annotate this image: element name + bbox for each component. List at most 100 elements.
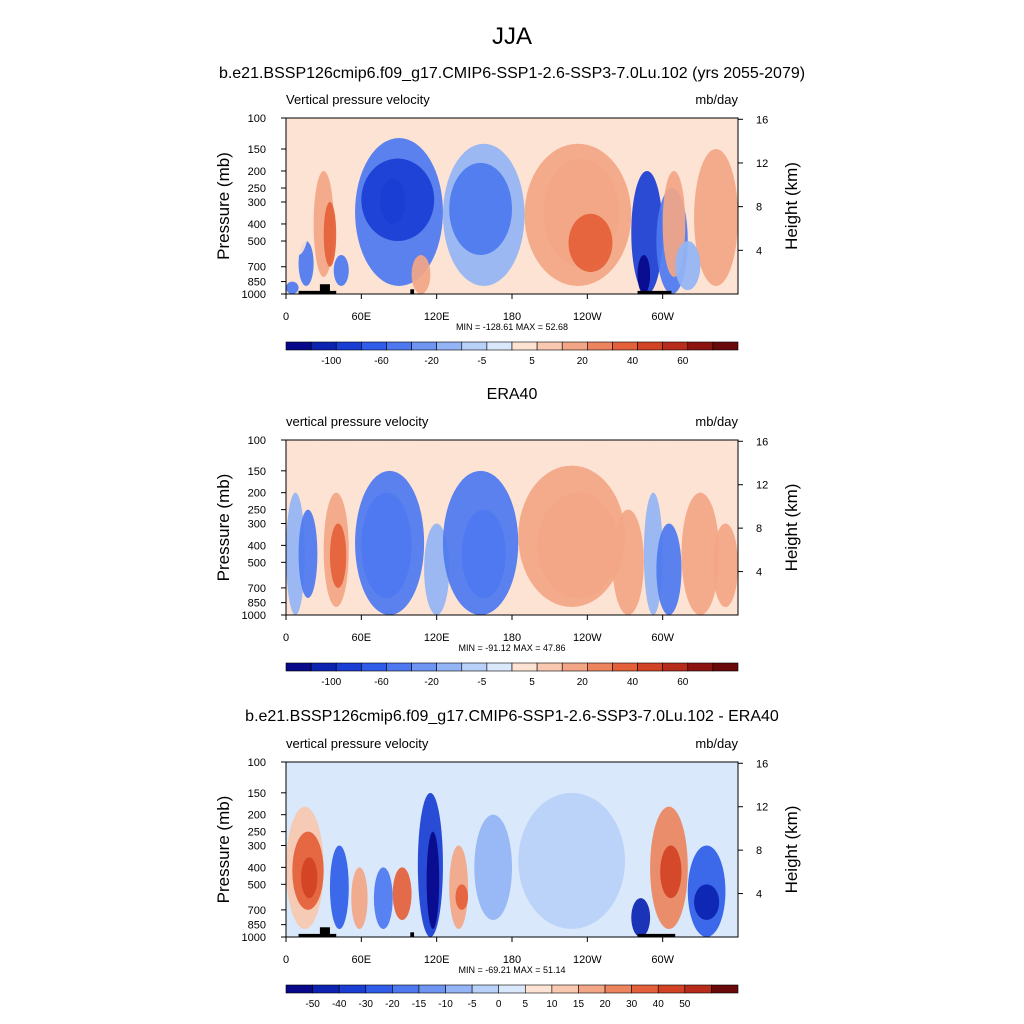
colorbar-swatch bbox=[536, 662, 563, 672]
contour-region bbox=[301, 857, 318, 899]
y-tick-label: 1000 bbox=[242, 932, 266, 944]
y-tick-label: 850 bbox=[248, 277, 266, 289]
colorbar-swatch bbox=[285, 984, 313, 994]
contour-region bbox=[694, 148, 738, 286]
contour-region bbox=[637, 254, 651, 294]
y-tick-label: 500 bbox=[248, 879, 266, 891]
x-tick-label: 120E bbox=[424, 632, 450, 644]
x-tick-label: 120W bbox=[573, 311, 602, 323]
colorbar-swatch bbox=[386, 662, 412, 672]
units-label: mb/day bbox=[695, 92, 738, 107]
y-tick-label: 850 bbox=[248, 598, 266, 610]
colorbar-swatch bbox=[637, 662, 663, 672]
y2-tick-label: 8 bbox=[756, 845, 762, 857]
contour-region bbox=[361, 492, 412, 599]
y-axis-label: Pressure (mb) bbox=[214, 152, 233, 260]
contour-region bbox=[426, 831, 440, 929]
y-tick-label: 500 bbox=[248, 557, 266, 569]
units-label: mb/day bbox=[695, 414, 738, 429]
colorbar-label: 5 bbox=[529, 677, 535, 688]
colorbar-swatch bbox=[684, 984, 712, 994]
colorbar-label: -5 bbox=[477, 356, 486, 367]
y-tick-label: 300 bbox=[248, 197, 266, 209]
chart-panel-1: b.e21.BSSP126cmip6.f09_g17.CMIP6-SSP1-2.… bbox=[214, 65, 805, 367]
y-tick-label: 400 bbox=[248, 540, 266, 552]
contour-region bbox=[329, 845, 349, 929]
y2-tick-label: 12 bbox=[756, 480, 768, 492]
x-tick-label: 60W bbox=[651, 311, 674, 323]
colorbar-label: -5 bbox=[477, 677, 486, 688]
x-tick-label: 120W bbox=[573, 632, 602, 644]
contour-region bbox=[286, 148, 312, 255]
contour-field bbox=[286, 440, 738, 615]
x-tick-label: 0 bbox=[283, 954, 289, 966]
colorbar-swatch bbox=[631, 984, 659, 994]
colorbar-label: -40 bbox=[332, 999, 347, 1010]
colorbar-swatch bbox=[338, 984, 367, 994]
colorbar-label: 40 bbox=[627, 677, 639, 688]
contour-region bbox=[660, 845, 682, 899]
y-tick-label: 300 bbox=[248, 518, 266, 530]
contour-region bbox=[537, 492, 619, 599]
colorbar-label: 15 bbox=[573, 999, 585, 1010]
colorbar-swatch bbox=[524, 984, 553, 994]
colorbar-label: 20 bbox=[577, 356, 589, 367]
y-tick-label: 100 bbox=[248, 757, 266, 769]
colorbar-swatch bbox=[511, 341, 538, 351]
min-max-stats: MIN = -91.12 MAX = 47.86 bbox=[458, 643, 565, 653]
chart-panel-2: ERA40 vertical pressure velocity mb/day 100… bbox=[214, 386, 801, 688]
x-tick-label: 120E bbox=[424, 954, 450, 966]
contour-region bbox=[474, 814, 512, 921]
contour-region bbox=[323, 201, 337, 267]
topography-block bbox=[298, 933, 337, 937]
y-tick-label: 700 bbox=[248, 583, 266, 595]
contour-region bbox=[694, 884, 720, 921]
min-max-stats: MIN = -128.61 MAX = 52.68 bbox=[456, 322, 568, 332]
y2-tick-label: 4 bbox=[756, 245, 762, 257]
y2-tick-label: 8 bbox=[756, 202, 762, 214]
contour-region bbox=[286, 118, 738, 139]
colorbar-label: -15 bbox=[412, 999, 427, 1010]
y-tick-label: 700 bbox=[248, 262, 266, 274]
y-tick-label: 250 bbox=[248, 183, 266, 195]
colorbar-swatch bbox=[712, 341, 739, 351]
y-tick-label: 200 bbox=[248, 488, 266, 500]
colorbar-swatch bbox=[604, 984, 632, 994]
contour-region bbox=[286, 492, 305, 615]
contour-region bbox=[424, 523, 450, 615]
x-tick-label: 180 bbox=[503, 954, 521, 966]
colorbar-label: -60 bbox=[374, 356, 389, 367]
colorbar-swatch bbox=[365, 984, 393, 994]
y-tick-label: 850 bbox=[248, 920, 266, 932]
units-label: mb/day bbox=[695, 736, 738, 751]
contour-field bbox=[286, 118, 738, 294]
y2-tick-label: 4 bbox=[756, 567, 762, 579]
colorbar-label: -20 bbox=[385, 999, 400, 1010]
y-tick-label: 250 bbox=[248, 505, 266, 517]
topography-block bbox=[637, 290, 672, 294]
variable-label: vertical pressure velocity bbox=[286, 414, 429, 429]
y-tick-label: 1000 bbox=[242, 610, 266, 622]
y-tick-label: 300 bbox=[248, 840, 266, 852]
contour-region bbox=[286, 440, 738, 460]
x-tick-label: 180 bbox=[503, 311, 521, 323]
contour-region bbox=[675, 241, 701, 291]
y2-tick-label: 4 bbox=[756, 889, 762, 901]
contour-region bbox=[656, 523, 682, 615]
colorbar-label: 20 bbox=[577, 677, 589, 688]
panel-title: b.e21.BSSP126cmip6.f09_g17.CMIP6-SSP1-2.… bbox=[245, 708, 779, 725]
colorbar-label: 30 bbox=[626, 999, 638, 1010]
topography-block bbox=[410, 932, 415, 937]
colorbar-swatch bbox=[711, 984, 739, 994]
variable-label: vertical pressure velocity bbox=[286, 736, 429, 751]
contour-region bbox=[461, 509, 506, 599]
colorbar-swatch bbox=[712, 662, 739, 672]
x-tick-label: 0 bbox=[283, 632, 289, 644]
y-tick-label: 200 bbox=[248, 810, 266, 822]
contour-region bbox=[449, 162, 512, 255]
contour-region bbox=[518, 792, 626, 929]
colorbar-swatch bbox=[418, 984, 446, 994]
colorbar-swatch bbox=[392, 984, 420, 994]
contour-region bbox=[373, 867, 393, 929]
colorbar-swatch bbox=[411, 341, 437, 351]
